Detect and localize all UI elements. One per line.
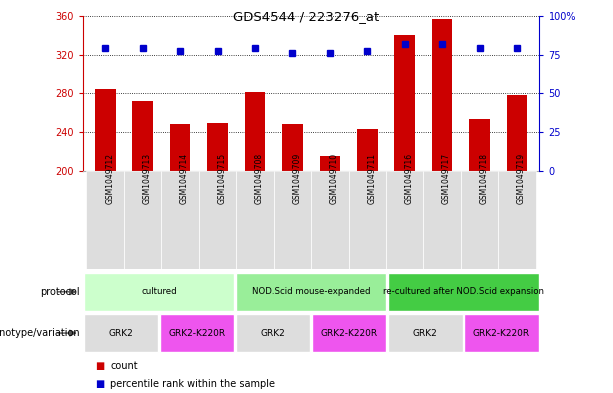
Bar	[461, 171, 498, 269]
Text: protocol: protocol	[40, 287, 80, 297]
Bar	[83, 273, 234, 311]
Bar	[432, 18, 452, 171]
Text: GSM1049708: GSM1049708	[255, 153, 264, 204]
Bar	[470, 119, 490, 171]
Bar	[236, 314, 310, 352]
Text: GRK2: GRK2	[261, 329, 286, 338]
Bar	[83, 314, 158, 352]
Text: GSM1049719: GSM1049719	[517, 153, 526, 204]
Text: GSM1049716: GSM1049716	[405, 153, 414, 204]
Text: GRK2-K220R: GRK2-K220R	[473, 329, 530, 338]
Text: GSM1049711: GSM1049711	[367, 153, 376, 204]
Bar	[311, 171, 349, 269]
Bar	[199, 171, 236, 269]
Text: GRK2-K220R: GRK2-K220R	[169, 329, 226, 338]
Bar	[282, 124, 303, 171]
Text: GRK2: GRK2	[413, 329, 438, 338]
Bar	[424, 171, 461, 269]
Bar	[386, 171, 424, 269]
Bar	[394, 35, 415, 171]
Bar	[161, 171, 199, 269]
Bar	[236, 171, 273, 269]
Bar	[95, 90, 115, 171]
Bar	[236, 273, 386, 311]
Bar	[498, 171, 536, 269]
Text: GSM1049717: GSM1049717	[442, 153, 451, 204]
Text: NOD.Scid mouse-expanded: NOD.Scid mouse-expanded	[252, 287, 370, 296]
Text: GSM1049712: GSM1049712	[105, 153, 114, 204]
Text: GDS4544 / 223276_at: GDS4544 / 223276_at	[234, 10, 379, 23]
Text: GSM1049710: GSM1049710	[330, 153, 339, 204]
Text: GSM1049715: GSM1049715	[218, 153, 227, 204]
Text: cultured: cultured	[141, 287, 177, 296]
Bar	[207, 123, 228, 171]
Bar	[507, 95, 527, 171]
Text: GSM1049713: GSM1049713	[143, 153, 151, 204]
Bar	[124, 171, 161, 269]
Text: GSM1049714: GSM1049714	[180, 153, 189, 204]
Bar	[349, 171, 386, 269]
Text: GRK2: GRK2	[109, 329, 133, 338]
Bar	[357, 129, 378, 171]
Text: GSM1049709: GSM1049709	[292, 153, 302, 204]
Bar	[86, 171, 124, 269]
Bar	[312, 314, 386, 352]
Bar	[170, 124, 191, 171]
Bar	[132, 101, 153, 171]
Text: GRK2-K220R: GRK2-K220R	[321, 329, 378, 338]
Bar	[388, 314, 463, 352]
Text: ■: ■	[95, 379, 104, 389]
Bar	[273, 171, 311, 269]
Text: genotype/variation: genotype/variation	[0, 328, 80, 338]
Text: count: count	[110, 361, 138, 371]
Text: ■: ■	[95, 361, 104, 371]
Text: percentile rank within the sample: percentile rank within the sample	[110, 379, 275, 389]
Text: re-cultured after NOD.Scid expansion: re-cultured after NOD.Scid expansion	[383, 287, 544, 296]
Bar	[245, 92, 265, 171]
Text: GSM1049718: GSM1049718	[479, 153, 489, 204]
Bar	[388, 273, 539, 311]
Bar	[464, 314, 539, 352]
Bar	[159, 314, 234, 352]
Bar	[319, 156, 340, 171]
